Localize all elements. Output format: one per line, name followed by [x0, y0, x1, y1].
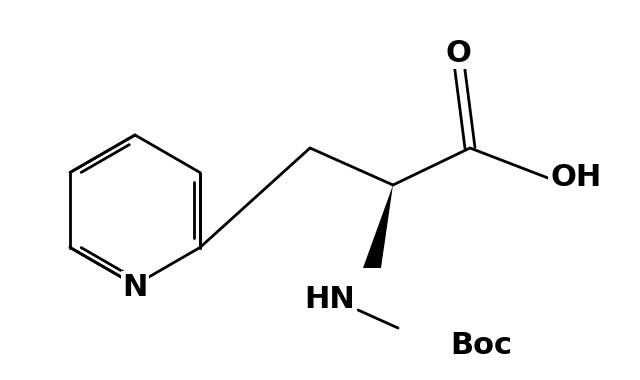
Text: OH: OH	[550, 163, 601, 193]
Polygon shape	[363, 185, 393, 268]
Text: Boc: Boc	[450, 331, 512, 359]
Text: HN: HN	[305, 285, 355, 315]
Text: N: N	[122, 272, 148, 301]
Text: O: O	[445, 38, 471, 68]
